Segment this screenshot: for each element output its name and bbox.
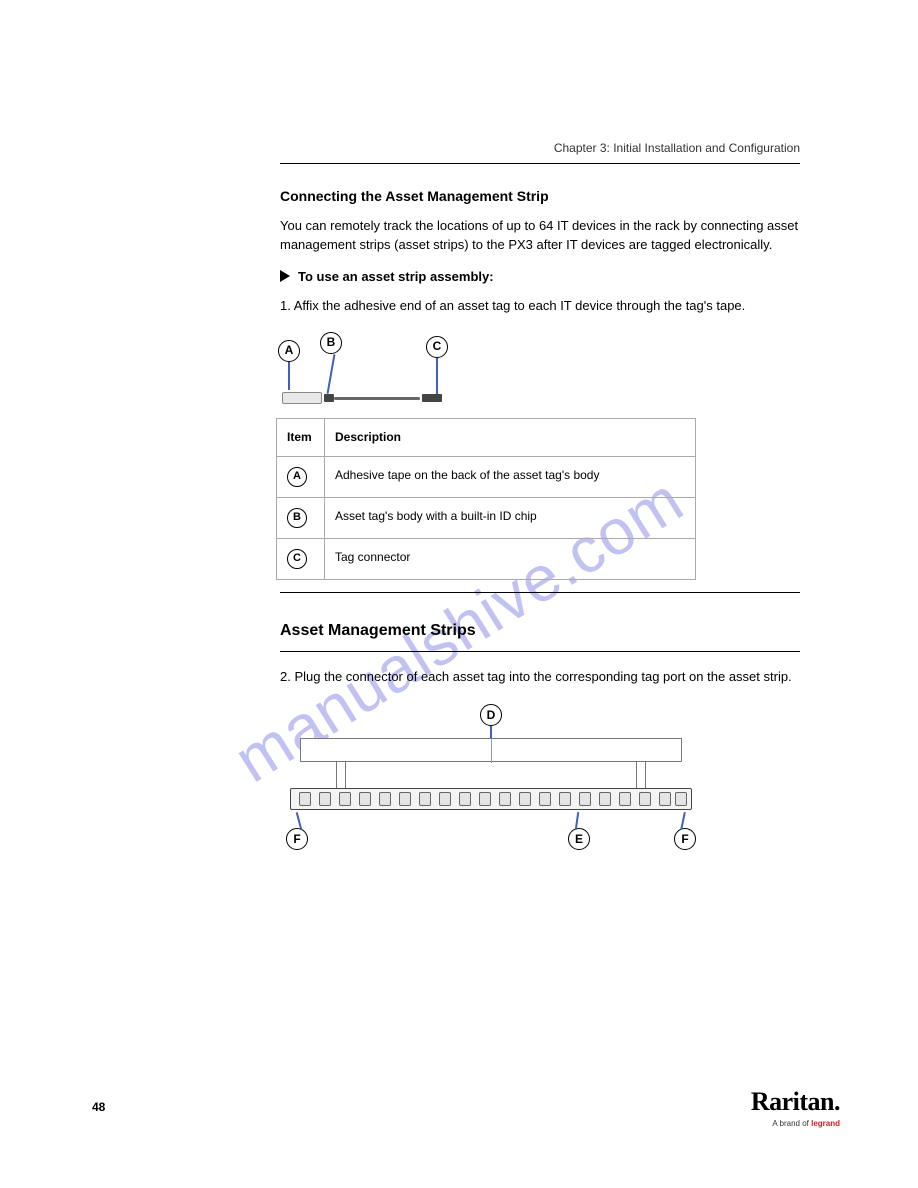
chapter-header: Chapter 3: Initial Installation and Conf… — [280, 140, 800, 157]
th-desc: Description — [325, 419, 696, 457]
row-desc-c: Tag connector — [325, 539, 696, 580]
th-item: Item — [277, 419, 325, 457]
step-2-text: Plug the connector of each asset tag int… — [294, 669, 791, 684]
step-2-lead: 2. — [280, 669, 291, 684]
diagram-asset-strip: D F — [276, 700, 706, 870]
plug-icon-right — [422, 394, 442, 402]
main-content: Chapter 3: Initial Installation and Conf… — [280, 140, 800, 870]
divider-mid2 — [280, 651, 800, 652]
table-row: A Adhesive tape on the back of the asset… — [277, 457, 696, 498]
table-row: C Tag connector — [277, 539, 696, 580]
diagram1-label-a: A — [278, 340, 300, 362]
rack-top-icon — [300, 738, 682, 762]
diagram2-label-f-left: F — [286, 828, 308, 850]
diagram1-lead-a — [288, 362, 290, 390]
logo-sub-brand: legrand — [811, 1119, 840, 1128]
section-title: Connecting the Asset Management Strip — [280, 186, 800, 206]
brand-logo: Raritan. A brand of legrand — [751, 1083, 840, 1130]
strip-bar-icon — [290, 788, 692, 810]
divider-top — [280, 163, 800, 164]
diagram-asset-tag: A B C — [276, 330, 496, 420]
row-mark-b: B — [287, 508, 307, 528]
row-mark-a: A — [287, 467, 307, 487]
row-desc-b: Asset tag's body with a built-in ID chip — [325, 498, 696, 539]
step-1: 1. Affix the adhesive end of an asset ta… — [280, 297, 800, 316]
description-table: Item Description A Adhesive tape on the … — [276, 418, 696, 580]
diagram2-label-f-right: F — [674, 828, 696, 850]
intro-paragraph: You can remotely track the locations of … — [280, 217, 800, 255]
rack-post-icon — [636, 762, 646, 788]
asset-section-title: Asset Management Strips — [280, 619, 800, 642]
diagram2-lead-d — [490, 726, 492, 738]
row-desc-a: Adhesive tape on the back of the asset t… — [325, 457, 696, 498]
step-1-lead: 1. — [280, 298, 291, 313]
bullet-text: To use an asset strip assembly: — [298, 268, 494, 287]
table-row: B Asset tag's body with a built-in ID ch… — [277, 498, 696, 539]
diagram1-label-b: B — [320, 332, 342, 354]
logo-sub-text: A brand of legrand — [751, 1118, 840, 1130]
arrow-icon — [280, 270, 292, 282]
divider-mid1 — [280, 592, 800, 593]
step-1-text: Affix the adhesive end of an asset tag t… — [294, 298, 746, 313]
page-number: 48 — [92, 1099, 105, 1116]
diagram1-lead-c — [436, 358, 438, 394]
diagram2-label-d: D — [480, 704, 502, 726]
step-2: 2. Plug the connector of each asset tag … — [280, 668, 800, 687]
logo-sub-prefix: A brand of — [772, 1119, 811, 1128]
plug-icon-left — [324, 394, 334, 402]
logo-main-text: Raritan. — [751, 1083, 840, 1121]
row-mark-c: C — [287, 549, 307, 569]
diagram1-lead-b — [327, 354, 336, 394]
diagram1-label-c: C — [426, 336, 448, 358]
cable-icon — [334, 397, 420, 400]
tag-body-icon — [282, 392, 322, 404]
rack-post-icon — [336, 762, 346, 788]
bullet-line: To use an asset strip assembly: — [280, 268, 800, 287]
diagram2-label-e: E — [568, 828, 590, 850]
